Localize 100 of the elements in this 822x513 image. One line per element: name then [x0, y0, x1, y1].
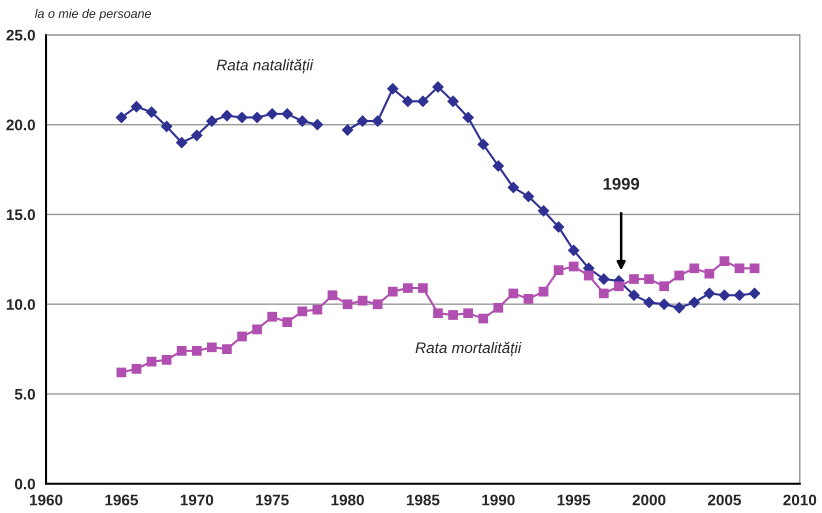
point	[658, 298, 670, 310]
point	[508, 288, 518, 298]
point	[372, 115, 384, 127]
point	[552, 221, 564, 233]
point	[328, 290, 338, 300]
point	[493, 302, 504, 313]
series-label: Rata mortalității	[416, 342, 522, 356]
point	[524, 294, 534, 304]
y-axis-title: la o mie de persoane	[34, 8, 152, 21]
x-tick-label: 1995	[558, 494, 590, 506]
point	[734, 263, 744, 274]
point	[750, 263, 760, 274]
point	[748, 288, 760, 300]
point	[357, 115, 368, 127]
point	[448, 310, 458, 320]
point	[433, 308, 443, 318]
point	[644, 274, 654, 284]
point	[132, 364, 142, 374]
point	[659, 281, 669, 292]
x-tick-label: 1975	[256, 494, 289, 506]
point	[312, 304, 322, 314]
point	[176, 137, 188, 148]
point	[372, 299, 383, 310]
point	[463, 308, 474, 318]
text: Rata natalității	[216, 58, 314, 74]
point	[297, 306, 308, 316]
y-tick-label: 5.0	[14, 388, 35, 400]
point	[162, 355, 172, 365]
point	[629, 274, 639, 284]
x-tick-label: 1990	[482, 494, 515, 506]
x-tick-label: 2000	[632, 494, 666, 506]
point	[221, 110, 233, 122]
point	[191, 130, 202, 142]
point	[628, 290, 640, 301]
x-tick-label: 1960	[30, 494, 62, 506]
point	[417, 96, 429, 107]
point	[538, 286, 548, 296]
point	[688, 296, 700, 308]
point	[538, 205, 550, 216]
point	[130, 101, 142, 112]
point	[342, 124, 354, 136]
point	[418, 283, 428, 293]
y-tick-label: 20.0	[6, 120, 35, 130]
point	[161, 120, 172, 132]
point	[296, 115, 308, 127]
point	[554, 265, 564, 275]
point	[568, 244, 580, 256]
point	[358, 296, 368, 306]
point	[478, 138, 489, 150]
point	[568, 262, 579, 272]
point	[266, 108, 278, 120]
y-tick-label: 10.0	[6, 299, 35, 310]
point	[720, 256, 730, 266]
point	[674, 302, 685, 314]
point	[522, 190, 534, 202]
point	[282, 317, 292, 328]
point	[267, 312, 278, 322]
point	[237, 332, 247, 342]
point	[222, 344, 232, 354]
point	[388, 286, 398, 296]
point	[689, 263, 700, 274]
point	[674, 270, 684, 280]
x-tick-label: 1980	[332, 494, 364, 506]
point	[116, 368, 126, 378]
point	[206, 115, 218, 127]
point	[176, 346, 187, 356]
point	[387, 83, 398, 94]
point	[734, 290, 746, 301]
x-tick-label: 2010	[783, 494, 816, 506]
point	[236, 112, 248, 124]
point	[598, 273, 610, 285]
y-tick-label: 25.0	[6, 30, 35, 41]
point	[252, 324, 262, 334]
point	[342, 299, 352, 310]
point	[643, 296, 655, 308]
point	[447, 96, 459, 107]
point	[207, 342, 217, 352]
annotation: 1999	[604, 178, 640, 190]
point	[584, 270, 594, 280]
y-tick-label: 0.0	[14, 478, 35, 490]
point	[146, 106, 158, 118]
point	[492, 160, 504, 172]
point	[462, 112, 474, 124]
y-tick-label: 15.0	[6, 209, 35, 220]
point	[402, 96, 414, 107]
point	[116, 112, 128, 124]
point	[614, 281, 624, 292]
point	[478, 314, 488, 324]
point	[402, 283, 413, 293]
point	[251, 112, 263, 124]
point	[312, 119, 323, 130]
point	[718, 290, 730, 301]
point	[432, 81, 444, 93]
x-tick-label: 1970	[180, 494, 214, 506]
x-tick-label: 1985	[406, 494, 440, 506]
point	[508, 182, 519, 194]
point	[704, 268, 714, 279]
point	[192, 346, 202, 356]
point	[598, 288, 609, 298]
x-tick-label: 1965	[105, 494, 138, 506]
